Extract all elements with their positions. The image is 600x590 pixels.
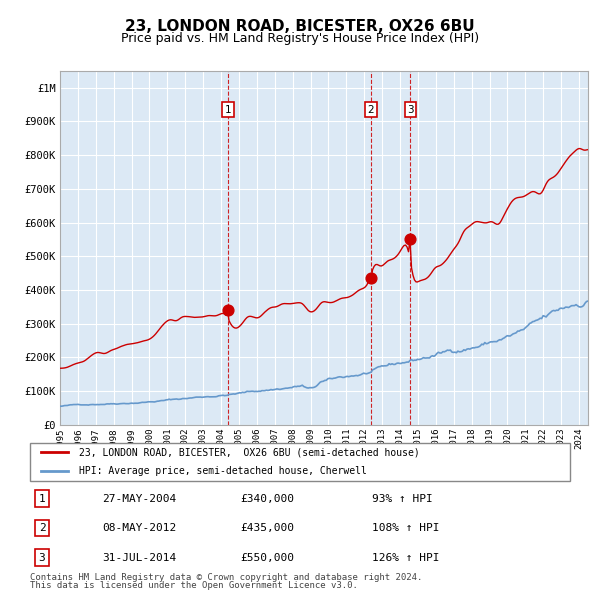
Point <box>223 306 233 315</box>
Text: 2: 2 <box>367 105 374 114</box>
Text: £340,000: £340,000 <box>240 494 294 503</box>
Point <box>366 273 376 283</box>
Text: 2: 2 <box>38 523 46 533</box>
FancyBboxPatch shape <box>30 442 570 481</box>
Text: 27-MAY-2004: 27-MAY-2004 <box>102 494 176 503</box>
Text: HPI: Average price, semi-detached house, Cherwell: HPI: Average price, semi-detached house,… <box>79 466 367 476</box>
Text: 3: 3 <box>38 553 46 562</box>
Text: £435,000: £435,000 <box>240 523 294 533</box>
Point <box>406 235 415 244</box>
Text: 23, LONDON ROAD, BICESTER,  OX26 6BU (semi-detached house): 23, LONDON ROAD, BICESTER, OX26 6BU (sem… <box>79 447 419 457</box>
Text: 3: 3 <box>407 105 414 114</box>
Text: 1: 1 <box>225 105 232 114</box>
Text: 31-JUL-2014: 31-JUL-2014 <box>102 553 176 562</box>
Text: £550,000: £550,000 <box>240 553 294 562</box>
Text: 126% ↑ HPI: 126% ↑ HPI <box>372 553 439 562</box>
Text: 08-MAY-2012: 08-MAY-2012 <box>102 523 176 533</box>
Text: Contains HM Land Registry data © Crown copyright and database right 2024.: Contains HM Land Registry data © Crown c… <box>30 572 422 582</box>
Text: 108% ↑ HPI: 108% ↑ HPI <box>372 523 439 533</box>
Text: This data is licensed under the Open Government Licence v3.0.: This data is licensed under the Open Gov… <box>30 581 358 590</box>
Text: 93% ↑ HPI: 93% ↑ HPI <box>372 494 433 503</box>
Text: 1: 1 <box>38 494 46 503</box>
Text: Price paid vs. HM Land Registry's House Price Index (HPI): Price paid vs. HM Land Registry's House … <box>121 32 479 45</box>
Text: 23, LONDON ROAD, BICESTER, OX26 6BU: 23, LONDON ROAD, BICESTER, OX26 6BU <box>125 19 475 34</box>
